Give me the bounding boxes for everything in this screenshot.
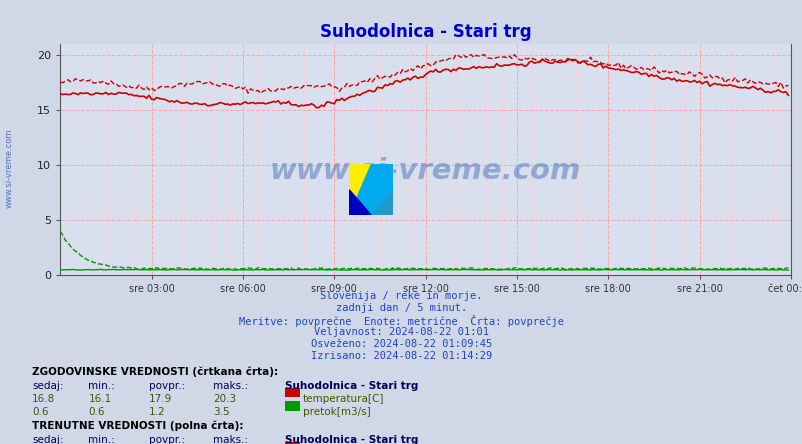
Text: povpr.:: povpr.: — [148, 435, 184, 444]
Text: sedaj:: sedaj: — [32, 381, 63, 391]
Text: maks.:: maks.: — [213, 435, 248, 444]
Text: Veljavnost: 2024-08-22 01:01: Veljavnost: 2024-08-22 01:01 — [314, 327, 488, 337]
Text: 20.3: 20.3 — [213, 394, 236, 404]
Text: 16.8: 16.8 — [32, 394, 55, 404]
Text: 3.5: 3.5 — [213, 407, 229, 417]
Text: 0.6: 0.6 — [88, 407, 105, 417]
Text: www.si-vreme.com: www.si-vreme.com — [5, 129, 14, 209]
Text: maks.:: maks.: — [213, 381, 248, 391]
Text: 1.2: 1.2 — [148, 407, 165, 417]
Text: zadnji dan / 5 minut.: zadnji dan / 5 minut. — [335, 303, 467, 313]
Text: temperatura[C]: temperatura[C] — [302, 394, 383, 404]
Text: Suhodolnica - Stari trg: Suhodolnica - Stari trg — [285, 381, 418, 391]
Text: Meritve: povprečne  Enote: metrične  Črta: povprečje: Meritve: povprečne Enote: metrične Črta:… — [239, 315, 563, 327]
Text: Suhodolnica - Stari trg: Suhodolnica - Stari trg — [285, 435, 418, 444]
Text: 0.6: 0.6 — [32, 407, 49, 417]
Text: min.:: min.: — [88, 435, 115, 444]
Text: www.si-vreme.com: www.si-vreme.com — [269, 157, 581, 186]
Text: TRENUTNE VREDNOSTI (polna črta):: TRENUTNE VREDNOSTI (polna črta): — [32, 420, 243, 431]
Text: Osveženo: 2024-08-22 01:09:45: Osveženo: 2024-08-22 01:09:45 — [310, 339, 492, 349]
Polygon shape — [371, 190, 393, 215]
Text: povpr.:: povpr.: — [148, 381, 184, 391]
Text: pretok[m3/s]: pretok[m3/s] — [302, 407, 370, 417]
Text: min.:: min.: — [88, 381, 115, 391]
Polygon shape — [349, 164, 393, 215]
Polygon shape — [371, 164, 393, 190]
Title: Suhodolnica - Stari trg: Suhodolnica - Stari trg — [319, 24, 531, 41]
Polygon shape — [349, 190, 371, 215]
Text: sedaj:: sedaj: — [32, 435, 63, 444]
Text: Izrisano: 2024-08-22 01:14:29: Izrisano: 2024-08-22 01:14:29 — [310, 351, 492, 361]
Text: 16.1: 16.1 — [88, 394, 111, 404]
Text: Slovenija / reke in morje.: Slovenija / reke in morje. — [320, 291, 482, 301]
Text: 17.9: 17.9 — [148, 394, 172, 404]
Text: ZGODOVINSKE VREDNOSTI (črtkana črta):: ZGODOVINSKE VREDNOSTI (črtkana črta): — [32, 366, 278, 377]
